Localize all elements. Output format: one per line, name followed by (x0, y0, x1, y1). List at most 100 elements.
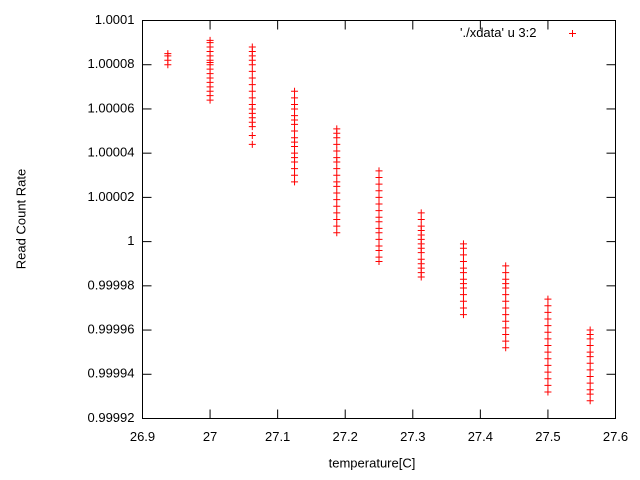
x-tick-label: 27.1 (265, 429, 290, 444)
point (333, 140, 341, 148)
point (502, 297, 510, 305)
point (248, 74, 256, 82)
point (502, 311, 510, 319)
y-tick-label: 0.99998 (88, 277, 135, 292)
point (544, 368, 552, 376)
point (375, 180, 383, 188)
y-tick-label: 1.00002 (88, 189, 135, 204)
point (544, 375, 552, 383)
point (291, 165, 299, 173)
point (586, 372, 594, 380)
point (291, 94, 299, 102)
point (544, 295, 552, 303)
point (586, 366, 594, 374)
point (544, 342, 552, 350)
point (291, 134, 299, 142)
point (502, 291, 510, 299)
point (459, 275, 467, 283)
point (375, 167, 383, 175)
point (586, 326, 594, 334)
point (291, 87, 299, 95)
point (586, 379, 594, 387)
y-tick-label: 0.99996 (88, 321, 135, 336)
point (291, 101, 299, 109)
point (333, 216, 341, 223)
y-tick-label: 1.00008 (88, 56, 135, 71)
point (459, 311, 467, 319)
point (459, 291, 467, 299)
point (586, 348, 594, 356)
point (248, 87, 256, 95)
point (544, 302, 552, 310)
point (164, 50, 172, 58)
point (333, 209, 341, 217)
point (333, 165, 341, 173)
point (333, 196, 341, 204)
point (586, 342, 594, 350)
point (333, 178, 341, 186)
point (248, 67, 256, 75)
point (375, 173, 383, 181)
point (375, 224, 383, 232)
point (333, 229, 341, 237)
point (544, 335, 552, 343)
x-tick-label: 27.6 (603, 429, 628, 444)
point (544, 361, 552, 369)
point (248, 131, 256, 139)
point (502, 269, 510, 277)
point (544, 348, 552, 356)
x-tick-label: 27 (203, 429, 217, 444)
y-axis-label: Read Count Rate (13, 169, 28, 269)
point (502, 275, 510, 283)
point (333, 147, 341, 155)
point (375, 242, 383, 250)
y-tick-label: 1.0001 (95, 12, 135, 27)
point (375, 253, 383, 261)
x-tick-label: 27.5 (535, 429, 560, 444)
point (502, 262, 510, 270)
point (417, 255, 425, 263)
point (586, 386, 594, 394)
point (375, 193, 383, 201)
x-axis-label: temperature[C] (329, 455, 416, 470)
point (586, 359, 594, 367)
point (248, 81, 256, 89)
point (459, 297, 467, 305)
y-tick-label: 1 (127, 233, 134, 248)
point (459, 264, 467, 272)
point (291, 149, 299, 157)
x-tick-label: 27.4 (468, 429, 493, 444)
y-tick-label: 0.99994 (88, 366, 135, 381)
y-tick-label: 1.00006 (88, 100, 135, 115)
point (459, 258, 467, 266)
point (459, 251, 467, 259)
y-tick-label: 0.99992 (88, 410, 135, 425)
point (502, 344, 510, 352)
point (417, 216, 425, 223)
point (248, 101, 256, 109)
point (291, 178, 299, 186)
point (248, 140, 256, 148)
y-tick-label: 1.00004 (88, 145, 135, 160)
point (502, 324, 510, 332)
point (544, 328, 552, 336)
x-tick-label: 27.2 (333, 429, 358, 444)
point (544, 315, 552, 323)
x-tick-label: 26.9 (130, 429, 155, 444)
x-tick-label: 27.3 (400, 429, 425, 444)
point (417, 222, 425, 230)
point (375, 213, 383, 221)
point (333, 154, 341, 162)
point (502, 330, 510, 338)
point (544, 322, 552, 330)
point (544, 355, 552, 363)
legend-marker (569, 30, 576, 37)
point (459, 304, 467, 312)
point (291, 112, 299, 120)
point (417, 209, 425, 217)
point (586, 397, 594, 405)
point (333, 189, 341, 197)
